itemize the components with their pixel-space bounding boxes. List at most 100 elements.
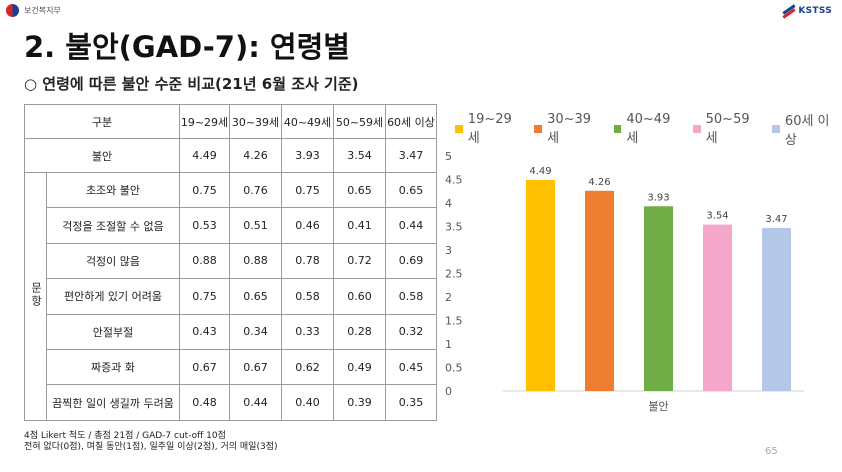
table-cell: 0.51 — [229, 207, 282, 244]
table-cell: 0.34 — [229, 313, 282, 350]
table-cell: 0.67 — [229, 348, 282, 386]
table-row: 안절부절 0.43 0.34 0.33 0.28 0.32 — [25, 313, 437, 350]
page-title: 2. 불안(GAD-7): 연령별 — [24, 30, 350, 64]
table-cell: 0.72 — [333, 242, 386, 280]
ministry-name: 보건복지부 — [24, 6, 61, 15]
y-tick-label: 0 — [445, 385, 452, 398]
legend-label: 50~59세 — [705, 112, 750, 146]
table-cell: 0.53 — [179, 207, 230, 244]
footnote-scoring: 전혀 없다(0점), 며칠 동안(1점), 일주일 이상(2점), 거의 매일(… — [24, 442, 278, 452]
table-cell: 0.65 — [385, 171, 437, 209]
legend-swatch — [455, 125, 463, 133]
column-header: 19~29세 — [179, 104, 230, 139]
column-header: 40~49세 — [281, 104, 334, 139]
data-label: 4.26 — [588, 177, 610, 188]
row-label: 초조와 불안 — [46, 171, 180, 209]
bar — [585, 190, 614, 391]
table-cell: 0.75 — [281, 171, 334, 209]
table-cell: 0.88 — [179, 242, 230, 280]
table-cell: 0.65 — [229, 278, 282, 315]
chart-legend: 19~29세 30~39세 40~49세 50~59세 60세 이상 — [455, 110, 840, 148]
x-category-label: 불안 — [648, 400, 668, 413]
kstss-logo: KSTSS — [780, 4, 832, 18]
legend-item: 19~29세 — [455, 112, 522, 146]
total-row-cell: 3.54 — [333, 138, 386, 173]
table-cell: 0.69 — [385, 242, 437, 280]
total-row-cell: 4.49 — [179, 138, 230, 173]
footnotes: 4점 Likert 척도 / 총점 21점 / GAD-7 cut-off 10… — [24, 431, 277, 453]
y-tick-label: 1.5 — [445, 315, 463, 328]
item-group-label-text: 문항 — [29, 281, 43, 308]
legend-item: 50~59세 — [692, 112, 760, 146]
row-label: 걱정을 조절할 수 없음 — [46, 207, 180, 244]
legend-item: 60세 이상 — [772, 110, 840, 148]
table-cell: 0.48 — [179, 384, 230, 421]
y-tick-label: 3.5 — [445, 221, 463, 234]
table-cell: 0.78 — [281, 242, 334, 280]
legend-swatch — [772, 125, 780, 133]
table-cell: 0.49 — [333, 348, 386, 386]
table-cell: 0.76 — [229, 171, 282, 209]
bar — [644, 206, 673, 391]
row-label: 끔찍한 일이 생길까 두려움 — [46, 384, 180, 421]
table-cell: 0.40 — [281, 384, 334, 421]
y-tick-label: 2 — [445, 291, 452, 304]
y-tick-label: 4 — [445, 197, 452, 210]
total-row-label: 불안 — [24, 138, 180, 173]
data-label: 3.47 — [765, 214, 787, 225]
data-label: 4.49 — [529, 166, 551, 177]
row-label: 걱정이 많음 — [46, 242, 180, 280]
bar — [526, 179, 555, 391]
table-cell: 0.33 — [281, 313, 334, 350]
table-total-row: 불안 4.49 4.26 3.93 3.54 3.47 — [24, 138, 437, 173]
table-cell: 0.35 — [385, 384, 437, 421]
table-cell: 0.46 — [281, 207, 334, 244]
kstss-logo-icon — [780, 4, 798, 18]
footnote-scale: 4점 Likert 척도 / 총점 21점 / GAD-7 cut-off 10… — [24, 431, 226, 441]
total-row-cell: 3.93 — [281, 138, 334, 173]
table-cell: 0.65 — [333, 171, 386, 209]
y-tick-label: 1 — [445, 338, 452, 351]
legend-swatch — [534, 125, 543, 133]
legend-label: 40~49세 — [626, 112, 671, 146]
table-row: 편안하게 있기 어려움 0.75 0.65 0.58 0.60 0.58 — [25, 278, 437, 315]
row-label: 편안하게 있기 어려움 — [46, 278, 180, 315]
legend-item: 40~49세 — [613, 112, 681, 146]
item-group-label: 문항 — [24, 172, 47, 421]
column-header: 50~59세 — [333, 104, 386, 139]
table-cell: 0.75 — [179, 171, 230, 209]
bar-chart: 00.511.522.533.544.554.494.263.933.54 3.4… — [445, 150, 804, 413]
top-bar: 보건복지부 KSTSS — [0, 0, 842, 22]
table-cell: 0.28 — [333, 313, 386, 350]
row-label: 짜증과 화 — [46, 348, 180, 386]
table-cell: 0.44 — [385, 207, 437, 244]
bar — [703, 224, 732, 391]
data-label: 3.54 — [706, 211, 728, 222]
anxiety-age-table: 구분 19~29세 30~39세 40~49세 50~59세 60세 이상 불안 4.49 4.… — [24, 104, 437, 421]
legend-swatch — [613, 125, 622, 133]
legend-label: 19~29세 — [467, 112, 512, 146]
table-cell: 0.75 — [179, 278, 230, 315]
table-cell: 0.43 — [179, 313, 230, 350]
table-cell: 0.39 — [333, 384, 386, 421]
table-cell: 0.60 — [333, 278, 386, 315]
y-tick-label: 0.5 — [445, 362, 463, 375]
table-cell: 0.67 — [179, 348, 230, 386]
table-row: 문항 초조와 불안 0.75 0.76 0.75 0.65 0.65 — [24, 171, 437, 421]
total-row-cell: 4.26 — [229, 138, 282, 173]
table-cell: 0.41 — [333, 207, 386, 244]
table-corner-header: 구분 — [24, 104, 180, 139]
total-row-cell: 3.47 — [385, 138, 437, 173]
row-label: 안절부절 — [46, 313, 180, 350]
column-header: 60세 이상 — [385, 104, 437, 139]
bar — [762, 227, 791, 391]
data-label: 3.93 — [647, 192, 669, 203]
table-header-row: 구분 19~29세 30~39세 40~49세 50~59세 60세 이상 — [24, 104, 437, 139]
legend-label: 30~39세 — [547, 112, 592, 146]
y-tick-label: 5 — [445, 150, 452, 163]
table-cell: 0.58 — [385, 278, 437, 315]
y-tick-label: 4.5 — [445, 174, 463, 187]
table-cell: 0.88 — [229, 242, 282, 280]
table-cell: 0.44 — [229, 384, 282, 421]
table-cell: 0.58 — [281, 278, 334, 315]
